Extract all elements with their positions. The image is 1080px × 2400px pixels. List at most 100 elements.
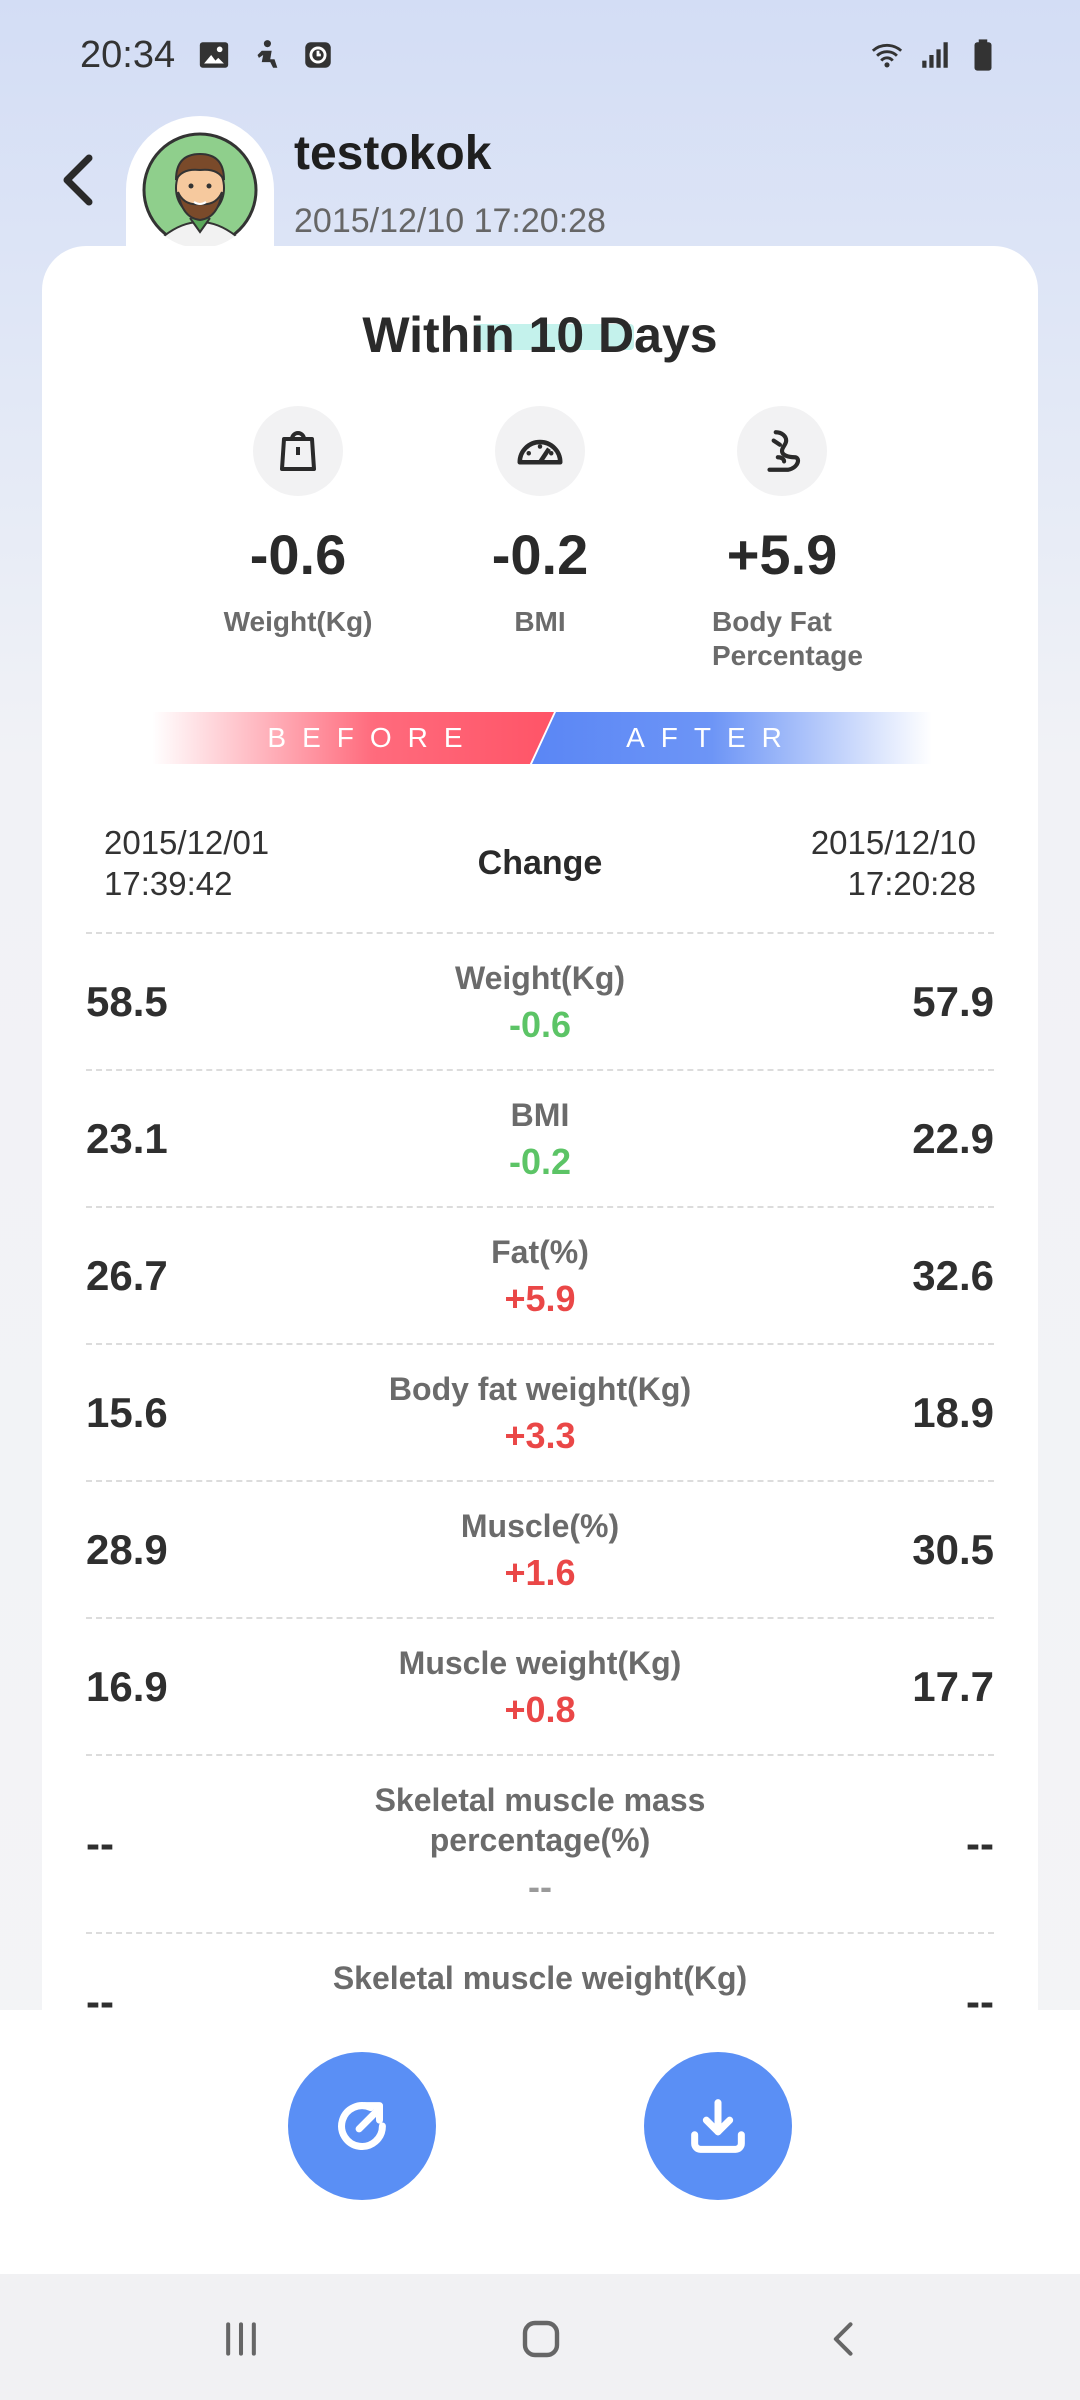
summary-bmi-label: BMI [514,606,566,637]
summary-body-fat: +5.9 Body Fat Percentage [662,406,902,673]
row-metric-name: Muscle(%) [460,1508,620,1544]
chevron-left-icon [63,154,93,206]
row-change-value: +3.3 [504,1415,576,1456]
signal-icon [922,42,948,68]
gauge-icon [517,439,563,465]
summary-weight: -0.6 Weight(Kg) [178,406,418,639]
status-bar: 20:34 [0,0,1080,110]
row-metric-name: Body fat weight(Kg) [388,1371,692,1407]
dates-row: 2015/12/01 17:39:42 Change 2015/12/10 17… [42,822,1038,912]
card-title: Within 10 Days [362,307,718,363]
summary-body-fat-label: Body Fat Percentage [712,606,863,671]
summary-weight-value: -0.6 [249,523,347,586]
status-icons-left [197,38,335,72]
row-after-value: 22.9 [912,1114,994,1162]
table-row: 23.1 BMI -0.2 22.9 [86,1069,994,1206]
row-change-value: -0.6 [508,1004,572,1045]
table-row: 28.9 Muscle(%) +1.6 30.5 [86,1480,994,1617]
row-metric-name: Skeletal muscle weight(Kg) [332,1960,748,1996]
status-time: 20:34 [80,33,176,76]
row-metric-name: BMI [510,1097,570,1133]
table-row: 15.6 Body fat weight(Kg) +3.3 18.9 [86,1343,994,1480]
recent-apps-icon [226,2322,256,2356]
row-before-value: 28.9 [86,1525,168,1573]
row-change-value: +5.9 [504,1278,576,1319]
comparison-rows: 58.5 Weight(Kg) -0.6 57.9 23.1 BMI -0.2 … [86,932,994,2069]
action-bar [0,2010,1080,2274]
before-date: 2015/12/01 [104,824,270,861]
scale-icon-wrap [253,406,343,496]
row-after-value: 32.6 [912,1251,994,1299]
accessibility-icon [257,40,278,68]
system-nav-bar [0,2274,1080,2400]
row-metric: Skeletal muscle mass percentage(%) -- [286,1780,794,1912]
row-metric-name: Weight(Kg) [454,960,626,996]
table-row: 58.5 Weight(Kg) -0.6 57.9 [86,932,994,1069]
row-change-value: +1.6 [504,1552,576,1593]
status-icons-right [870,38,1000,72]
row-before-value: -- [86,1820,114,1867]
row-metric: Muscle(%) +1.6 [236,1506,844,1598]
row-metric: BMI -0.2 [236,1095,844,1187]
summary-body-fat-value: +5.9 [726,523,838,586]
comparison-card: Within 10 Days -0.6 Weight(Kg) -0.2 BMI [42,246,1038,2046]
row-after-value: 57.9 [912,977,994,1025]
battery-icon [974,39,992,71]
table-row: -- Skeletal muscle weight(Kg) -- [86,1932,994,2069]
image-icon [199,42,229,68]
row-before-value: 15.6 [86,1388,168,1436]
row-metric-name: Fat(%) [491,1234,589,1270]
home-button[interactable] [506,2304,576,2374]
row-after-value: 17.7 [912,1662,994,1710]
row-before-value: 58.5 [86,977,168,1025]
body-fat-icon [767,430,801,472]
row-metric: Skeletal muscle weight(Kg) [236,1958,844,2000]
nav-back-button[interactable] [810,2304,880,2374]
before-datetime: 2015/12/01 17:39:42 [104,822,269,904]
title-highlight [474,324,634,350]
share-button[interactable] [288,2052,436,2200]
row-change-value: -0.2 [508,1141,572,1182]
row-metric: Fat(%) +5.9 [236,1232,844,1324]
home-icon [522,2320,560,2358]
row-before-value: 16.9 [86,1662,168,1710]
avatar-icon [142,132,258,248]
table-row: 16.9 Muscle weight(Kg) +0.8 17.7 [86,1617,994,1754]
clock-app-icon [305,42,331,68]
row-metric: Body fat weight(Kg) +3.3 [236,1369,844,1461]
row-after-value: -- [966,1820,994,1867]
summary-weight-label: Weight(Kg) [223,606,373,637]
back-button[interactable] [38,140,118,220]
row-metric-name: Muscle weight(Kg) [398,1645,682,1681]
row-metric: Muscle weight(Kg) +0.8 [236,1643,844,1735]
recent-apps-button[interactable] [206,2304,276,2374]
after-label: AFTER [532,712,932,764]
row-after-value: 30.5 [912,1525,994,1573]
row-before-value: 26.7 [86,1251,168,1299]
share-icon [338,2102,386,2150]
before-label: BEFORE [152,712,554,764]
row-change-value: +0.8 [504,1689,576,1730]
download-button[interactable] [644,2052,792,2200]
wifi-icon [871,43,903,68]
row-metric: Weight(Kg) -0.6 [236,958,844,1050]
after-time: 17:20:28 [847,865,976,902]
back-icon [833,2322,853,2356]
after-date: 2015/12/10 [810,824,976,861]
user-name: testokok [294,127,492,180]
before-time: 17:39:42 [104,865,233,902]
user-datetime: 2015/12/10 17:20:28 [294,202,606,240]
body-fat-icon-wrap [737,406,827,496]
after-datetime: 2015/12/10 17:20:28 [811,822,976,904]
row-metric-name: Skeletal muscle mass percentage(%) [374,1782,706,1858]
row-change-value: -- [528,1866,552,1907]
summary: -0.6 Weight(Kg) -0.2 BMI +5.9 Body Fat P… [42,406,1038,671]
table-row: -- Skeletal muscle mass percentage(%) --… [86,1754,994,1932]
gauge-icon-wrap [495,406,585,496]
download-icon [691,2099,745,2153]
avatar[interactable] [142,132,258,248]
scale-icon [280,431,316,471]
table-row: 26.7 Fat(%) +5.9 32.6 [86,1206,994,1343]
row-after-value: 18.9 [912,1388,994,1436]
